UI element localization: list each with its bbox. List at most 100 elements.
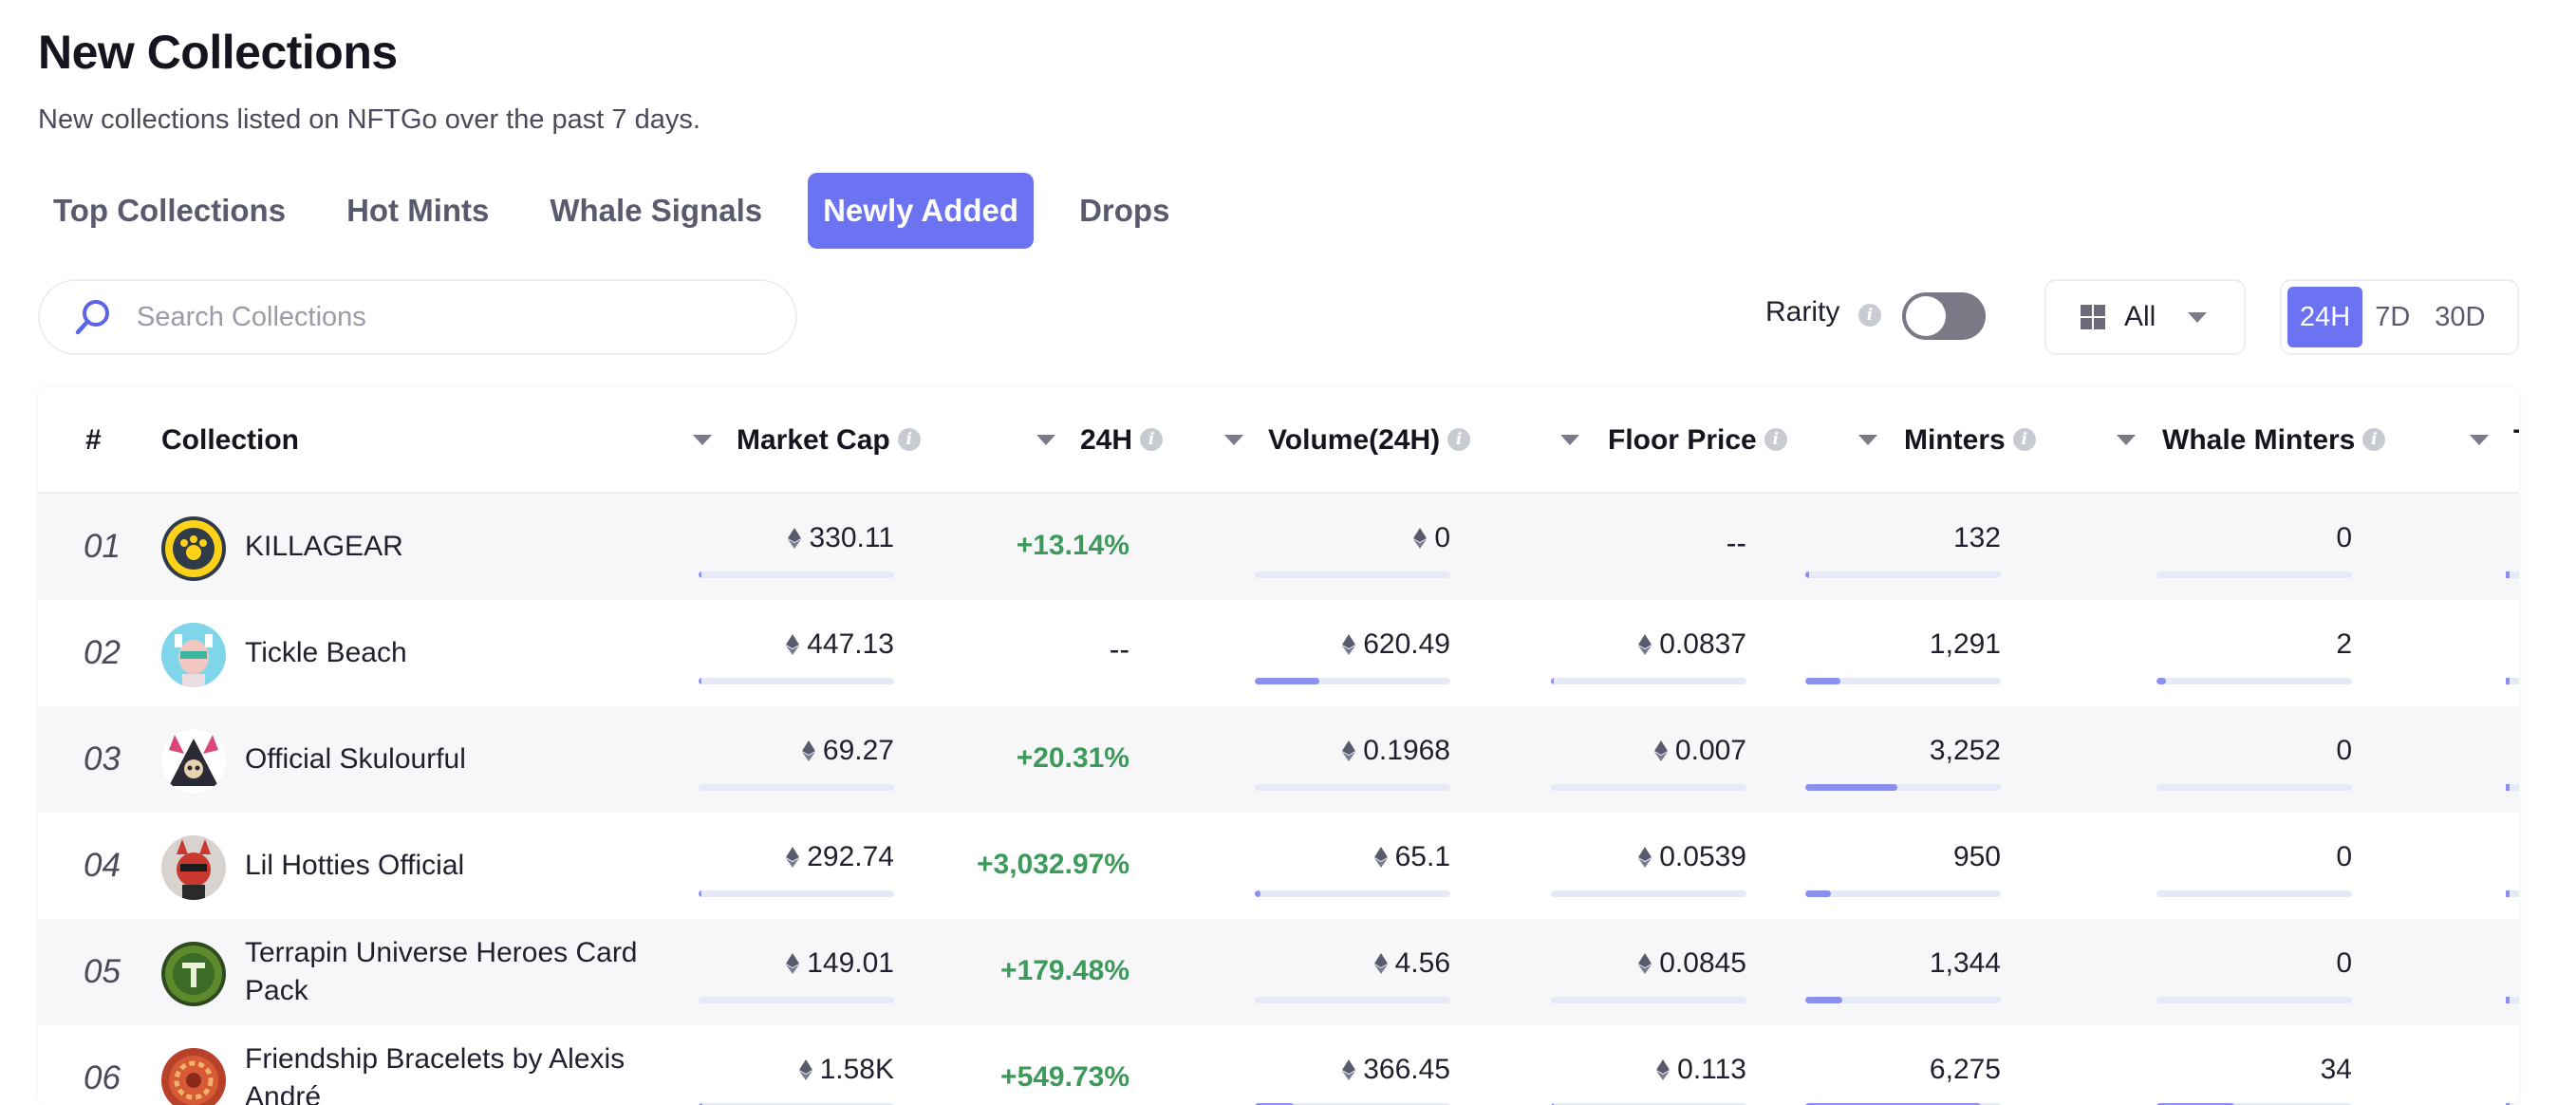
table-row[interactable]: 04 Lil Hotties Official 292.74 +3,032.97% 65… [38, 813, 2519, 919]
whale-minters-bar [2156, 784, 2352, 791]
volume-bar [1255, 997, 1450, 1003]
tickle-beach-avatar[interactable] [161, 623, 226, 687]
col-volume[interactable]: Volume(24H) i [1268, 387, 1471, 494]
change-24h-value: +3,032.97% [977, 849, 1129, 880]
lil-hotties-avatar[interactable] [161, 835, 226, 900]
market-cap-bar [699, 784, 894, 791]
collection-name[interactable]: Terrapin Universe Heroes Card Pack [245, 937, 638, 1006]
floor-price-value: 0.113 [1656, 1054, 1746, 1086]
eth-icon [1638, 847, 1652, 868]
period-30d[interactable]: 30D [2435, 302, 2486, 332]
search-box[interactable] [38, 279, 797, 355]
whale-minters-value: 0 [2336, 522, 2352, 553]
cut-off-bar [2506, 890, 2519, 897]
floor-price-bar [1551, 997, 1746, 1003]
collection-name[interactable]: Friendship Bracelets by Alexis André [245, 1043, 625, 1105]
toggle-knob [1906, 296, 1946, 336]
change-24h-value: -- [1109, 632, 1129, 666]
volume-bar [1255, 890, 1450, 897]
collection-name[interactable]: KILLAGEAR [245, 531, 403, 562]
sort-icon[interactable] [1036, 435, 1055, 445]
table-row[interactable]: 05 Terrapin Universe Heroes Card Pack 149.… [38, 919, 2519, 1025]
market-cap-bar [699, 678, 894, 684]
page-subtitle: New collections listed on NFTGo over the… [38, 104, 700, 135]
sort-icon[interactable] [1858, 435, 1877, 445]
period-24h[interactable]: 24H [2287, 287, 2363, 347]
col-24h[interactable]: 24H i [1080, 387, 1164, 494]
info-icon[interactable]: i [2012, 428, 2036, 452]
sort-icon[interactable] [1224, 435, 1243, 445]
minters-value: 132 [1952, 522, 2001, 553]
col-minters[interactable]: Minters i [1904, 387, 2036, 494]
col-floor-price[interactable]: Floor Price i [1608, 387, 1787, 494]
market-cap-value: 149.01 [786, 947, 894, 980]
cut-off-bar [2506, 571, 2519, 578]
floor-price-value: 0.0837 [1638, 628, 1746, 661]
period-selector: 24H 7D 30D [2280, 279, 2519, 355]
col-collection[interactable]: Collection [161, 424, 300, 456]
tab-whale-signals[interactable]: Whale Signals [550, 193, 763, 228]
rank: 05 [84, 953, 121, 990]
search-icon [72, 296, 114, 338]
rank: 01 [84, 528, 121, 565]
rank: 06 [84, 1059, 121, 1096]
table-row[interactable]: 03 Official Skulourful 69.27 +20.31% 0.1968 0… [38, 706, 2519, 813]
chevron-down-icon [2188, 311, 2208, 323]
eth-icon [798, 1059, 812, 1080]
table-row[interactable]: 02 Tickle Beach 447.13 -- 620.49 0.0837 1,291 2 [38, 600, 2519, 706]
search-input[interactable] [137, 301, 744, 333]
eth-icon [1638, 634, 1652, 655]
floor-price-bar [1551, 890, 1746, 897]
market-cap-value: 292.74 [786, 841, 894, 873]
info-icon[interactable]: i [2362, 428, 2386, 452]
minters-bar [1805, 678, 2001, 684]
sort-icon[interactable] [1560, 435, 1579, 445]
whale-minters-bar [2156, 890, 2352, 897]
whale-minters-value: 0 [2336, 735, 2352, 766]
minters-value: 3,252 [1929, 735, 2001, 766]
eth-icon [801, 740, 815, 761]
info-icon[interactable]: i [1140, 428, 1164, 452]
tab-top-collections[interactable]: Top Collections [53, 193, 287, 228]
terrapin-avatar[interactable] [161, 942, 226, 1006]
info-icon[interactable]: i [1447, 428, 1471, 452]
cut-off-bar [2506, 784, 2519, 791]
floor-price-value: -- [1726, 526, 1746, 560]
market-cap-value: 1.58K [798, 1054, 894, 1086]
rarity-toggle[interactable] [1902, 292, 1986, 340]
tab-drops[interactable]: Drops [1079, 193, 1170, 228]
volume-value: 620.49 [1342, 628, 1450, 661]
eth-icon [786, 847, 800, 868]
collection-name[interactable]: Official Skulourful [245, 743, 466, 775]
volume-value: 366.45 [1342, 1054, 1450, 1086]
sort-icon[interactable] [693, 435, 712, 445]
info-icon[interactable]: i [897, 428, 921, 452]
col-market-cap[interactable]: Market Cap i [737, 387, 921, 494]
tab-newly-added[interactable]: Newly Added [808, 173, 1035, 249]
sort-icon[interactable] [2470, 435, 2489, 445]
col-rank: # [85, 424, 102, 456]
table-row[interactable]: 01 KILLAGEAR 330.11 +13.14% 0 -- 132 0 [38, 494, 2519, 600]
collection-name[interactable]: Tickle Beach [245, 637, 407, 668]
table-row[interactable]: 06 Friendship Bracelets by Alexis André 1.… [38, 1025, 2519, 1105]
market-cap-value: 69.27 [801, 735, 894, 767]
tab-hot-mints[interactable]: Hot Mints [346, 193, 490, 228]
friendship-avatar[interactable] [161, 1048, 226, 1105]
eth-icon [1373, 847, 1388, 868]
floor-price-bar [1551, 784, 1746, 791]
volume-value: 0 [1413, 522, 1450, 554]
floor-price-bar [1551, 678, 1746, 684]
period-7d[interactable]: 7D [2375, 302, 2411, 332]
floor-price-value: 0.007 [1653, 735, 1746, 767]
rarity-info-icon[interactable]: i [1858, 304, 1881, 327]
category-filter-select[interactable]: All [2044, 279, 2246, 355]
sort-icon[interactable] [2117, 435, 2136, 445]
collection-name[interactable]: Lil Hotties Official [245, 850, 465, 881]
skulourful-avatar[interactable] [161, 729, 226, 794]
info-icon[interactable]: i [1764, 428, 1787, 452]
change-24h-value: +13.14% [1016, 530, 1129, 561]
whale-minters-value: 0 [2336, 947, 2352, 979]
killagear-avatar[interactable] [161, 516, 226, 581]
col-whale-minters[interactable]: Whale Minters i [2162, 387, 2386, 494]
volume-value: 65.1 [1373, 841, 1450, 873]
